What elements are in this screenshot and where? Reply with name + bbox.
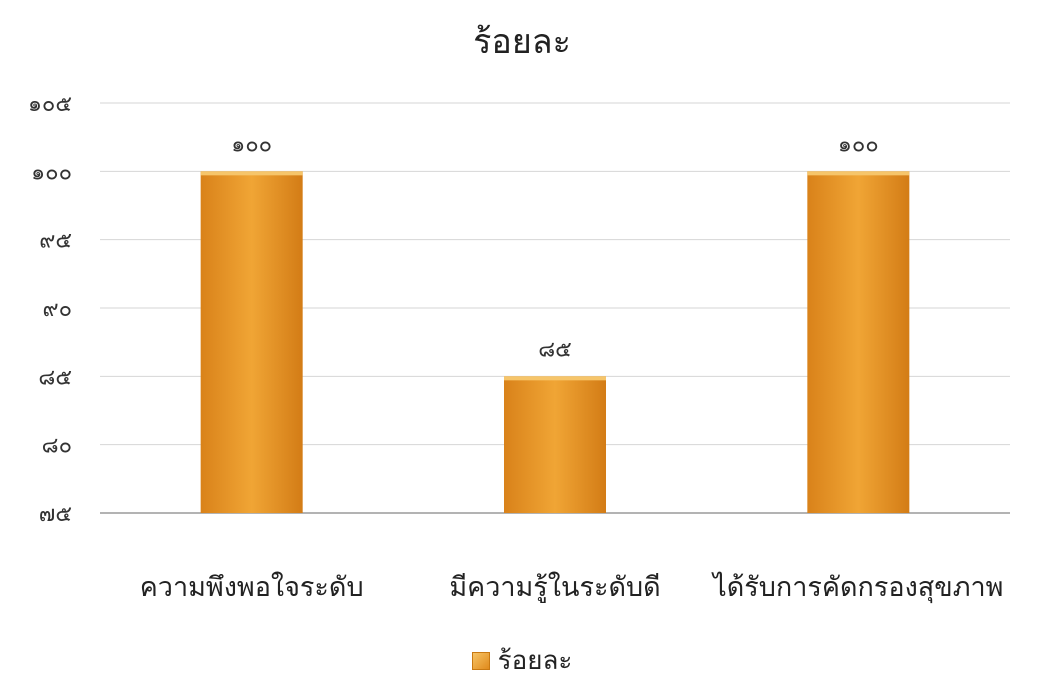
data-label: ๑๐๐ [838, 132, 879, 157]
bar-highlight [504, 376, 606, 381]
y-tick-label: ๙๐ [42, 297, 72, 322]
x-tick-label: ความพึงพอใจระดับ [140, 571, 364, 603]
y-tick-label: ๙๕ [39, 229, 72, 254]
y-tick-label: ๘๕ [38, 365, 72, 390]
y-tick-label: ๑๐๐ [31, 160, 72, 185]
x-tick-label: มีความรู้ในระดับดี [449, 571, 660, 603]
chart-title: ร้อยละ [473, 22, 571, 62]
x-tick-label: ได้รับการคัดกรองสุขภาพ [711, 572, 1003, 604]
legend-label: ร้อยละ [497, 646, 573, 676]
bar-highlight [807, 171, 910, 176]
bar [200, 171, 303, 514]
y-tick-label: ๑๐๕ [28, 92, 72, 117]
bar-highlight [200, 171, 303, 176]
bar [504, 376, 606, 513]
data-label: ๑๐๐ [231, 132, 272, 157]
y-tick-label: ๗๕ [39, 502, 72, 527]
legend-swatch [471, 651, 490, 670]
bar [807, 171, 910, 514]
data-label: ๘๕ [538, 337, 572, 362]
chart-legend: ร้อยละ [0, 640, 1044, 681]
y-tick-label: ๘๐ [42, 434, 72, 459]
